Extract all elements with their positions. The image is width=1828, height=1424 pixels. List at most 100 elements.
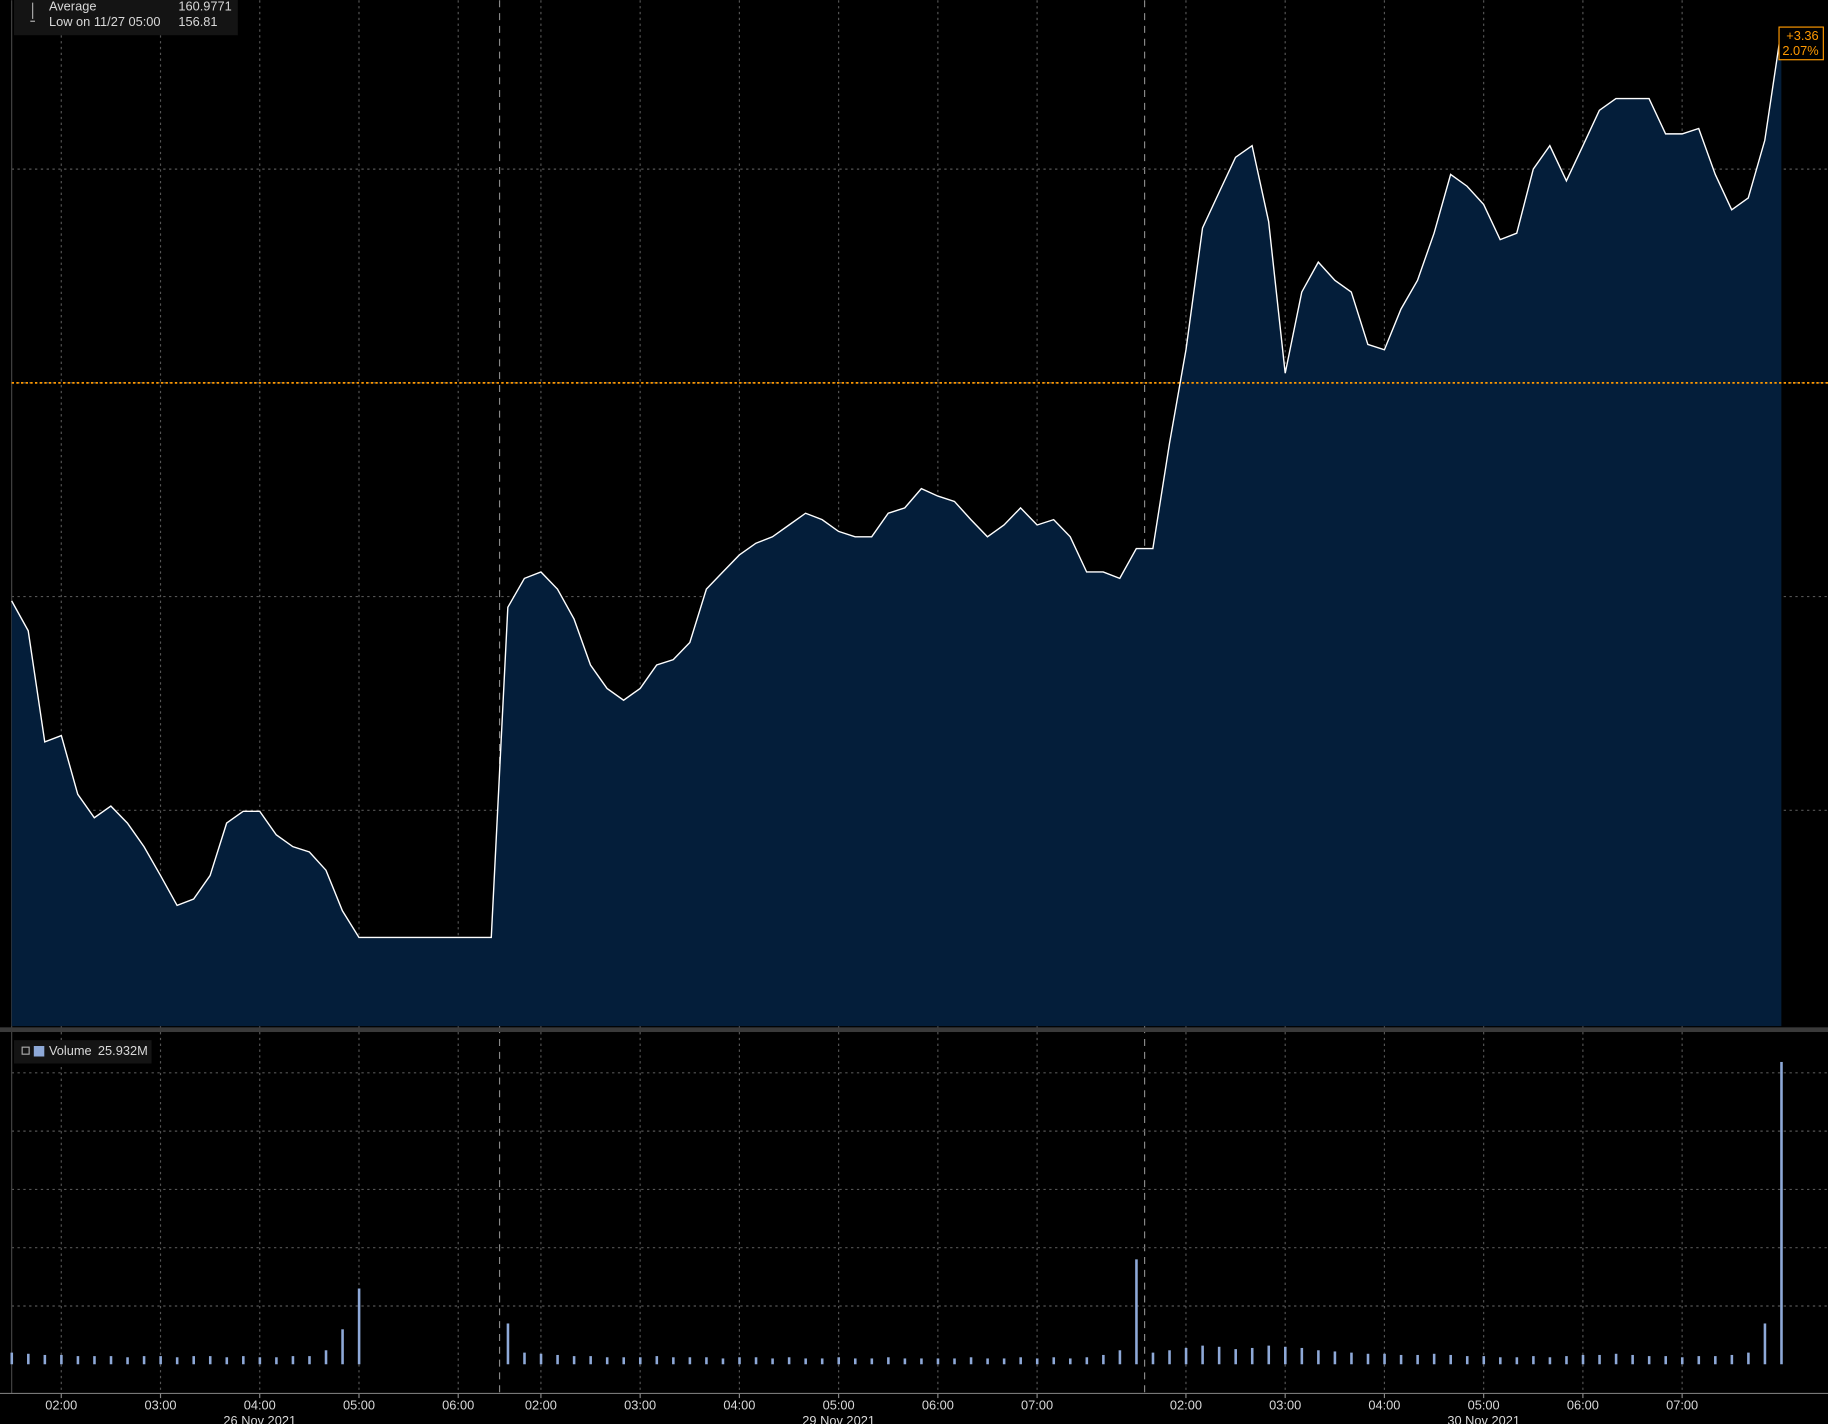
change-value: +3.36 <box>1786 28 1818 43</box>
x-tick-label: 03:00 <box>1269 1398 1301 1413</box>
volume-bar <box>1565 1356 1568 1365</box>
volume-bar <box>1747 1352 1750 1365</box>
volume-bar <box>1730 1354 1734 1365</box>
x-tick-label: 02:00 <box>1170 1398 1202 1413</box>
volume-bar <box>341 1329 344 1365</box>
volume-bar <box>936 1358 940 1365</box>
volume-bar <box>93 1356 96 1365</box>
x-tick-label: 06:00 <box>1567 1398 1599 1413</box>
volume-bar <box>1267 1345 1271 1365</box>
volume-bar <box>109 1356 113 1365</box>
volume-bar <box>1102 1354 1105 1365</box>
volume-bar <box>1465 1356 1469 1365</box>
change-percent: 2.07% <box>1782 43 1818 58</box>
volume-bar <box>754 1357 758 1365</box>
volume-bar <box>192 1356 195 1365</box>
volume-bar <box>1035 1358 1039 1365</box>
volume-legend-value: 25.932M <box>98 1043 148 1058</box>
volume-bar <box>638 1357 642 1365</box>
x-tick-label: 06:00 <box>922 1398 954 1413</box>
volume-bar <box>1598 1354 1601 1365</box>
day-label: 29 Nov 2021 <box>802 1413 875 1424</box>
volume-plot <box>10 1061 1783 1365</box>
volume-bar <box>837 1357 841 1365</box>
volume-bar <box>853 1358 857 1365</box>
legend-label: Low on 11/27 05:00 <box>49 14 161 29</box>
volume-bar <box>1581 1354 1585 1365</box>
volume-bar <box>688 1357 692 1365</box>
volume-bar <box>903 1358 907 1365</box>
volume-bar <box>589 1356 592 1365</box>
legend-label: Average <box>49 0 97 14</box>
volume-bar <box>1300 1347 1304 1365</box>
x-tick-label: 04:00 <box>1368 1398 1400 1413</box>
volume-bar <box>523 1352 526 1365</box>
x-axis-band <box>0 1393 1828 1424</box>
volume-bar <box>1697 1356 1701 1365</box>
volume-bar <box>870 1358 874 1365</box>
volume-bar <box>27 1353 30 1365</box>
volume-bar <box>1515 1357 1519 1365</box>
x-tick-label: 02:00 <box>45 1398 77 1413</box>
x-tick-label: 05:00 <box>823 1398 855 1413</box>
x-tick-label: 04:00 <box>723 1398 755 1413</box>
volume-bar <box>242 1356 245 1365</box>
volume-bar <box>1714 1356 1717 1365</box>
volume-bar <box>1184 1347 1188 1365</box>
volume-bar <box>126 1357 129 1365</box>
volume-bar <box>1350 1352 1353 1365</box>
volume-legend-box <box>13 1040 152 1064</box>
volume-legend-label: Volume <box>49 1043 92 1058</box>
volume-bar <box>1135 1259 1138 1365</box>
volume-bar <box>1234 1349 1237 1365</box>
x-axis: 02:00 03:00 04:00 05:00 06:00 02:00 03:00 04:00… <box>45 1393 1698 1424</box>
volume-bar <box>1333 1351 1337 1365</box>
expand-icon[interactable] <box>21 1046 30 1055</box>
volume-bar <box>820 1358 824 1365</box>
volume-bar <box>771 1358 774 1365</box>
volume-bar <box>1499 1357 1502 1365</box>
volume-bar <box>60 1354 63 1365</box>
volume-bar <box>1399 1354 1403 1365</box>
day-label: 26 Nov 2021 <box>223 1413 296 1424</box>
volume-bar <box>1366 1353 1370 1365</box>
volume-bar <box>1002 1358 1006 1365</box>
volume-bar <box>1069 1358 1072 1365</box>
day-label: 30 Nov 2021 <box>1447 1413 1520 1424</box>
volume-bar <box>1118 1350 1122 1365</box>
volume-bar <box>1383 1353 1386 1365</box>
x-tick-label: 03:00 <box>624 1398 656 1413</box>
volume-bar <box>1168 1350 1171 1365</box>
volume-bar <box>1085 1357 1089 1365</box>
x-tick-label: 05:00 <box>1468 1398 1500 1413</box>
volume-swatch <box>33 1046 45 1057</box>
volume-bar <box>43 1354 47 1365</box>
legend-icon <box>30 2 35 22</box>
volume-bar <box>1548 1357 1552 1365</box>
volume-bar <box>605 1357 609 1365</box>
volume-bar <box>1680 1357 1684 1365</box>
volume-bar <box>622 1357 626 1365</box>
price-line <box>11 29 1783 939</box>
volume-bar <box>1664 1356 1667 1365</box>
panel-divider <box>0 1027 1828 1033</box>
volume-bar <box>1250 1347 1254 1365</box>
volume-bar <box>1780 1061 1783 1365</box>
volume-bar <box>324 1350 328 1365</box>
volume-bar <box>539 1353 543 1365</box>
volume-bar <box>1416 1354 1419 1365</box>
volume-bar <box>1284 1346 1287 1365</box>
volume-bar <box>308 1356 311 1365</box>
volume-bar <box>672 1357 675 1365</box>
change-tag <box>1778 26 1824 61</box>
volume-bar <box>1317 1350 1320 1365</box>
x-tick-label: 05:00 <box>343 1398 375 1413</box>
volume-bar <box>275 1357 278 1365</box>
volume-bar <box>1432 1353 1436 1365</box>
volume-bar <box>1449 1354 1452 1365</box>
x-tick-label: 07:00 <box>1666 1398 1698 1413</box>
volume-bar <box>76 1356 80 1365</box>
volume-bar <box>10 1352 14 1365</box>
